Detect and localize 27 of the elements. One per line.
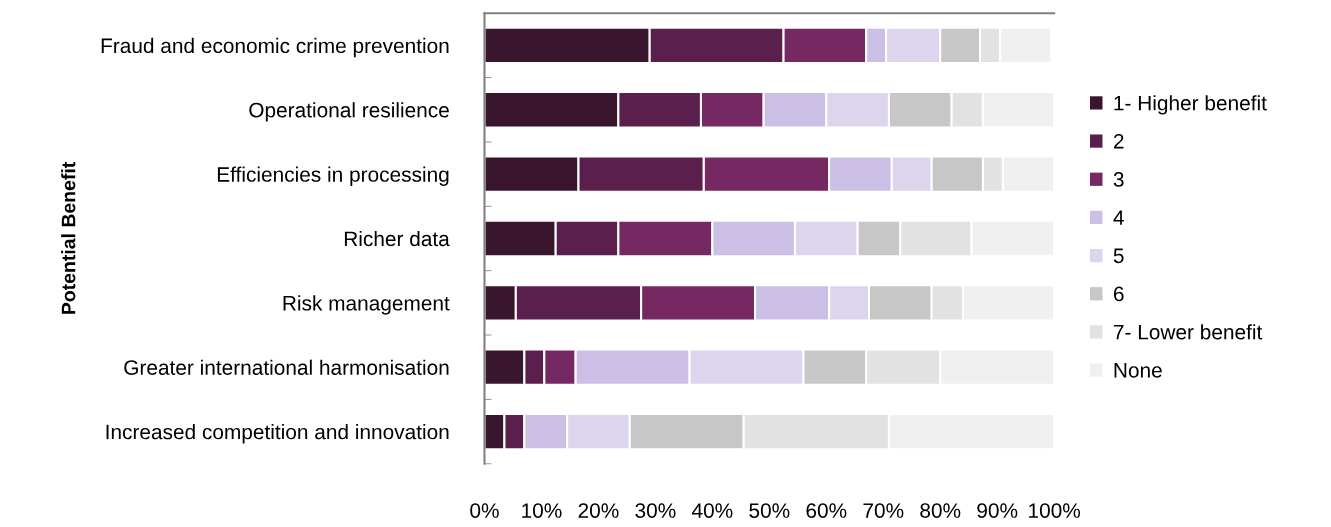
x-tick-label: 20%	[578, 503, 619, 518]
x-tick-label: 90%	[977, 503, 1018, 518]
legend-label: 3	[1113, 172, 1124, 187]
legend-label: 6	[1113, 286, 1124, 302]
x-tick-label: 0%	[470, 503, 499, 518]
x-tick-label: 70%	[863, 503, 904, 518]
legend-label: 2	[1113, 133, 1124, 149]
y-tick-label: Risk management	[283, 295, 450, 315]
y-axis-title: Potential Benefit	[61, 161, 76, 314]
y-tick-label: Richer data	[344, 230, 450, 247]
legend-label: 1- Higher benefit	[1114, 95, 1267, 115]
legend-label: 7- Lower benefit	[1113, 324, 1263, 340]
legend-label: None	[1114, 363, 1162, 378]
y-tick-label: Greater international harmonisation	[124, 359, 449, 375]
x-tick-label: 100%	[1029, 503, 1081, 518]
x-tick-label: 30%	[635, 503, 676, 518]
legend-label: 5	[1113, 248, 1124, 264]
y-tick-label: Efficiencies in processing	[217, 166, 449, 186]
x-tick-label: 80%	[920, 503, 961, 518]
y-tick-label: Increased competition and innovation	[106, 424, 449, 444]
legend-label: 4	[1113, 210, 1124, 225]
x-tick-label: 10%	[522, 503, 562, 518]
y-tick-label: Fraud and economic crime prevention	[101, 37, 449, 58]
x-tick-label: 60%	[806, 503, 847, 518]
y-tick-label: Operational resilience	[249, 102, 449, 122]
x-tick-label: 50%	[749, 503, 790, 518]
x-tick-label: 40%	[691, 503, 733, 518]
